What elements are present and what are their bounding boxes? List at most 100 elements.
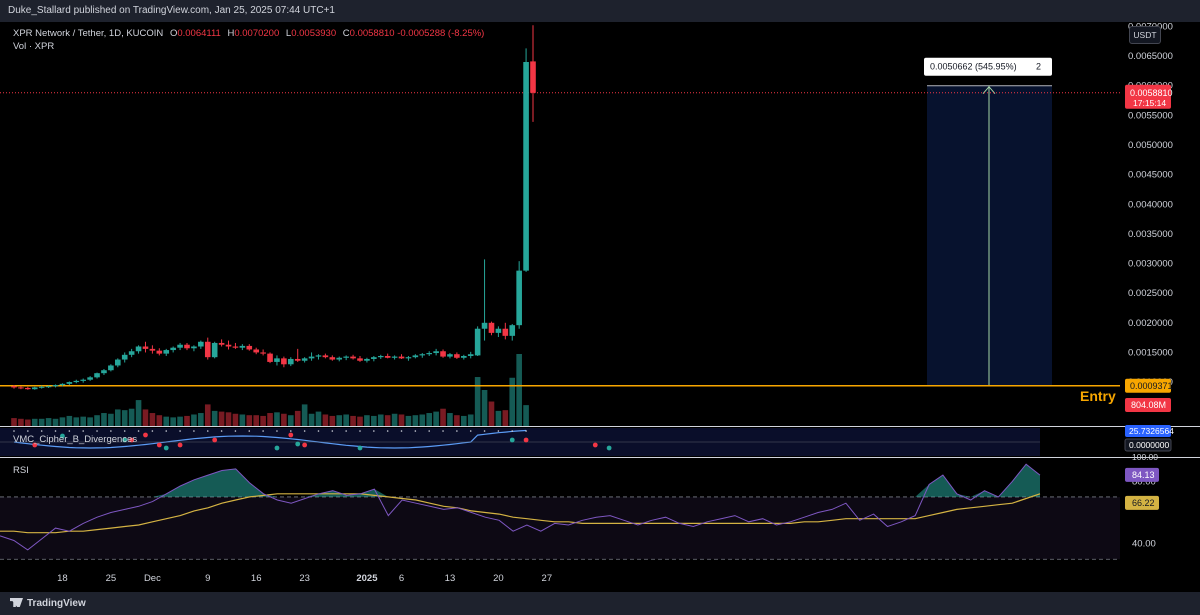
vmc-dot xyxy=(525,430,527,432)
volume-bar xyxy=(343,414,349,426)
candle-body xyxy=(45,386,52,388)
vmc-green-dot xyxy=(274,445,280,451)
vmc-dot xyxy=(96,430,98,432)
rsi-line xyxy=(0,463,1041,551)
volume-bar xyxy=(198,413,204,426)
publisher-bar: Duke_Stallard published on TradingView.c… xyxy=(0,0,1200,22)
measure-label-suffix: 2 xyxy=(1036,62,1041,72)
rsi-ma-value: 66.22 xyxy=(1132,498,1155,508)
volume-bar xyxy=(315,411,322,426)
y-tick-label: 0.0040000 xyxy=(1128,199,1173,210)
vmc-dot xyxy=(276,430,278,432)
candle-body xyxy=(495,328,502,333)
candle-body xyxy=(281,358,287,365)
x-tick-label: 27 xyxy=(542,573,553,584)
candle-body xyxy=(18,387,24,389)
candle-body xyxy=(59,383,66,386)
volume-bar xyxy=(211,410,218,426)
entry-text: Entry xyxy=(1080,388,1116,404)
rsi-indicator-label[interactable]: RSI xyxy=(13,465,29,476)
candle-body xyxy=(94,373,100,378)
candle-body xyxy=(371,357,377,359)
volume-bar xyxy=(502,410,509,426)
entry-price-badge xyxy=(1125,378,1171,393)
low-value: 0.0053930 xyxy=(291,28,337,39)
volume-bar xyxy=(121,410,128,426)
candle-body xyxy=(377,355,384,358)
volume-bar xyxy=(191,414,197,426)
candle-body xyxy=(322,355,329,358)
vmc-red-dot xyxy=(129,437,135,443)
brand-text: TradingView xyxy=(27,598,86,609)
volume-bar xyxy=(433,411,439,426)
volume-bar xyxy=(377,414,384,426)
entry-price-value: 0.0009371 xyxy=(1130,381,1173,391)
x-tick-label: 2025 xyxy=(356,573,378,584)
candle-body xyxy=(267,353,273,362)
candle-body xyxy=(426,353,432,355)
candle-body xyxy=(253,349,259,353)
candle-body xyxy=(336,357,343,360)
x-tick-label: 16 xyxy=(251,573,262,584)
vmc-dot xyxy=(206,430,209,432)
volume-bar xyxy=(281,413,287,426)
candle-body xyxy=(274,358,280,362)
volume-bar xyxy=(523,405,529,426)
volume-bar xyxy=(101,413,107,426)
rsi-badge xyxy=(1125,467,1159,482)
vmc-value-2: 0.0000000 xyxy=(1129,440,1169,450)
last-price-badge xyxy=(1125,84,1171,109)
candle-body xyxy=(31,387,38,390)
candle-body xyxy=(115,359,121,366)
volume-bar xyxy=(246,415,253,426)
candle-body xyxy=(211,342,218,358)
rsi-overbought-fill xyxy=(998,464,1040,497)
volume-bar xyxy=(170,417,176,426)
high-value: 0.0070200 xyxy=(234,28,280,39)
x-tick-label: 25 xyxy=(106,573,117,584)
tradingview-icon xyxy=(10,598,23,607)
candle-body xyxy=(198,341,204,347)
vmc-dot xyxy=(27,430,29,432)
vmc-indicator-label[interactable]: VMC_Cipher_B_Divergences xyxy=(13,434,138,445)
chart-canvas[interactable]: 1825Dec91623202561320270.00700000.006500… xyxy=(0,22,1200,592)
candle-body xyxy=(440,351,446,357)
volume-bar xyxy=(66,415,73,426)
volume-bar xyxy=(45,418,52,426)
vmc-dot xyxy=(290,430,292,432)
vmc-dot xyxy=(68,430,71,432)
vmc-red-dot xyxy=(212,437,218,443)
vmc-dot xyxy=(220,430,223,432)
chart-frame[interactable]: 1825Dec91623202561320270.00700000.006500… xyxy=(0,22,1200,592)
vmc-dot xyxy=(82,430,84,432)
vmc-dot xyxy=(234,430,237,432)
x-tick-label: Dec xyxy=(144,573,161,584)
vmc-dot xyxy=(400,430,403,432)
volume-bar xyxy=(461,415,467,426)
volume-bar xyxy=(239,414,246,426)
volume-bar xyxy=(322,414,329,426)
volume-bar xyxy=(481,390,488,426)
volume-bar xyxy=(474,377,481,426)
volume-bar xyxy=(288,415,294,426)
volume-bar xyxy=(371,415,377,426)
currency-button[interactable]: USDT xyxy=(1129,26,1161,44)
last-price-value: 0.0058810 xyxy=(1130,88,1173,98)
vmc-dot xyxy=(386,430,389,432)
candle-body xyxy=(38,386,45,388)
rsi-y-tick: 40.00 xyxy=(1132,539,1156,550)
vmc-dot xyxy=(123,430,126,432)
publisher-text: Duke_Stallard published on TradingView.c… xyxy=(8,5,335,16)
vmc-green-dot xyxy=(122,437,128,443)
volume-bar xyxy=(308,413,315,426)
volume-bar xyxy=(204,404,211,426)
volume-bar xyxy=(149,413,156,426)
volume-bar xyxy=(52,418,59,426)
volume-bar xyxy=(384,415,391,426)
low-label: L xyxy=(285,28,292,39)
volume-bar xyxy=(177,416,183,426)
vmc-value-1: 25.7326564 xyxy=(1129,426,1174,436)
volume-bar xyxy=(426,413,432,426)
volume-bar xyxy=(25,419,31,426)
tradingview-logo[interactable]: TradingView xyxy=(10,598,86,609)
